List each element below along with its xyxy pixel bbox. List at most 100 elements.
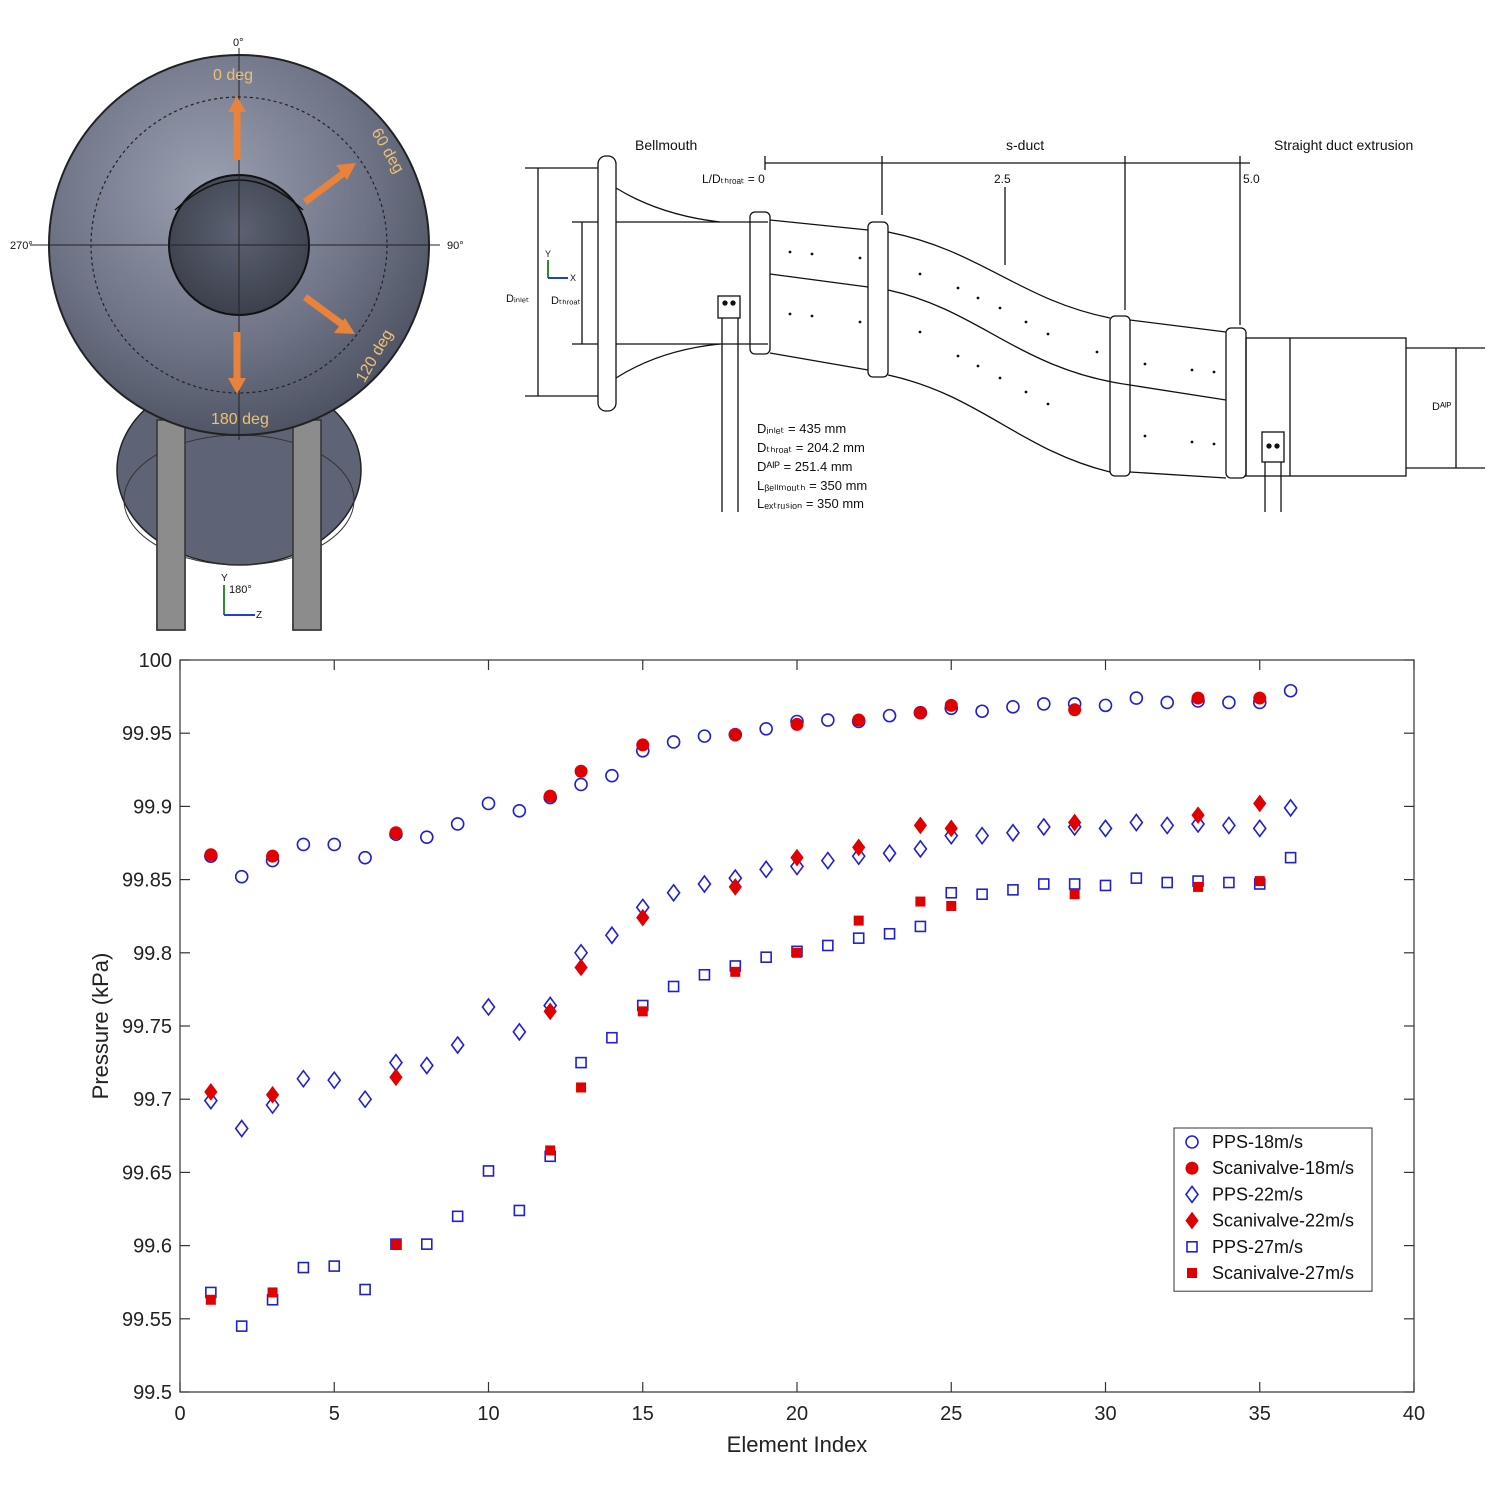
data-point: [543, 789, 557, 803]
data-point: [512, 803, 527, 818]
data-point: [1007, 884, 1019, 896]
angle-label-right: 90°: [447, 240, 464, 252]
data-point: [852, 713, 866, 727]
section-label-bellmouth: Bellmouth: [635, 137, 697, 153]
data-point: [820, 851, 835, 870]
data-point: [604, 925, 619, 945]
data-point: [975, 704, 989, 719]
angle-label-left: 270°: [10, 240, 33, 252]
data-point: [328, 1260, 341, 1272]
data-point: [1223, 876, 1235, 889]
data-point: [265, 1095, 280, 1115]
series-scanivalve-22m-s: [204, 794, 1267, 1104]
y-tick-label: 99.95: [122, 723, 172, 745]
data-point: [296, 837, 311, 852]
series-scanivalve-27m-s: [205, 876, 1265, 1305]
data-point: [267, 1287, 278, 1298]
data-point: [1068, 813, 1082, 832]
data-point: [1038, 878, 1050, 890]
data-point: [915, 896, 926, 907]
data-point: [576, 1082, 587, 1093]
ld-tick-end: 5.0: [1243, 172, 1260, 186]
data-point: [1253, 691, 1267, 705]
dim-d-aip: Dᴬᴵᴾ: [1432, 401, 1452, 413]
data-point: [852, 838, 866, 857]
data-point: [481, 997, 496, 1017]
legend-marker: [1185, 1185, 1199, 1204]
data-point: [450, 1035, 465, 1055]
spec-line: Lₑₓₜᵣᵤₛᵢₒₙ = 350 mm: [757, 496, 864, 511]
x-tick-label: 15: [632, 1403, 654, 1425]
data-point: [450, 817, 465, 831]
data-point: [574, 764, 588, 778]
arrow-60deg: [302, 169, 348, 205]
y-tick-label: 99.55: [122, 1309, 172, 1331]
y-tick-label: 99.9: [133, 796, 172, 818]
data-point: [790, 848, 804, 867]
data-point: [327, 837, 342, 852]
y-tick-label: 99.7: [133, 1089, 172, 1111]
data-point: [482, 1165, 495, 1177]
angle-label-bottom: 180°: [229, 584, 252, 596]
series-pps-18m-s: [204, 683, 1298, 884]
data-point: [1193, 881, 1204, 892]
label-180deg: 180 deg: [211, 411, 269, 428]
data-point: [1036, 817, 1051, 837]
data-point: [266, 849, 280, 863]
data-point: [1129, 813, 1144, 832]
data-point: [882, 843, 897, 863]
geometry-figure: 0° 90° 270° 180° 0 deg 60 deg 120 deg 18…: [10, 37, 1485, 631]
data-point: [790, 717, 804, 731]
data-point: [1284, 851, 1297, 864]
data-point: [234, 869, 249, 884]
data-point: [913, 816, 928, 835]
data-point: [728, 878, 742, 896]
svg-text:Y: Y: [221, 573, 228, 584]
spec-line: Lᵦₑₗₗₘₒᵤₜₕ = 350 mm: [757, 478, 867, 493]
duct-specs: Dᵢₙₗₑₜ = 435 mm Dₜₕᵣₒₐₜ = 204.2 mm Dᴬᴵᴾ …: [757, 421, 867, 511]
data-point: [359, 1283, 371, 1296]
spec-line: Dₜₕᵣₒₐₜ = 204.2 mm: [757, 440, 865, 455]
x-tick-label: 10: [477, 1403, 499, 1425]
data-point: [419, 830, 434, 844]
data-point: [297, 1261, 310, 1274]
legend-marker: [1185, 1161, 1199, 1175]
y-tick-label: 99.8: [133, 943, 172, 965]
y-axis-title: Pressure (kPa): [88, 953, 113, 1100]
data-point: [606, 1031, 618, 1044]
y-tick-label: 100: [139, 650, 172, 672]
svg-text:Y: Y: [545, 249, 551, 259]
data-point: [975, 826, 990, 846]
data-point: [636, 908, 650, 927]
data-point: [389, 1068, 403, 1087]
data-point: [1099, 879, 1112, 892]
data-point: [945, 886, 958, 899]
legend-marker: [1187, 1268, 1197, 1278]
data-point: [1283, 683, 1298, 698]
data-point: [1006, 700, 1020, 714]
data-point: [914, 920, 927, 933]
section-label-extrusion: Straight duct extrusion: [1274, 137, 1413, 153]
y-tick-label: 99.5: [133, 1382, 172, 1404]
data-point: [698, 968, 711, 981]
data-point: [944, 826, 959, 846]
data-point: [913, 706, 927, 720]
data-point: [327, 1070, 342, 1090]
data-point: [1098, 819, 1113, 838]
x-tick-label: 30: [1094, 1403, 1116, 1425]
data-point: [1069, 889, 1080, 900]
data-point: [637, 1006, 648, 1017]
data-point: [944, 819, 958, 838]
svg-text:X: X: [570, 273, 576, 283]
data-point: [1191, 691, 1205, 705]
x-tick-label: 25: [940, 1403, 962, 1425]
data-point: [946, 900, 957, 911]
data-point: [1253, 794, 1267, 813]
data-point: [1005, 823, 1020, 843]
section-label-sduct: s-duct: [1006, 137, 1044, 153]
data-point: [667, 980, 680, 993]
data-point: [728, 728, 742, 742]
data-point: [389, 826, 403, 840]
legend-label: PPS-22m/s: [1212, 1184, 1303, 1204]
